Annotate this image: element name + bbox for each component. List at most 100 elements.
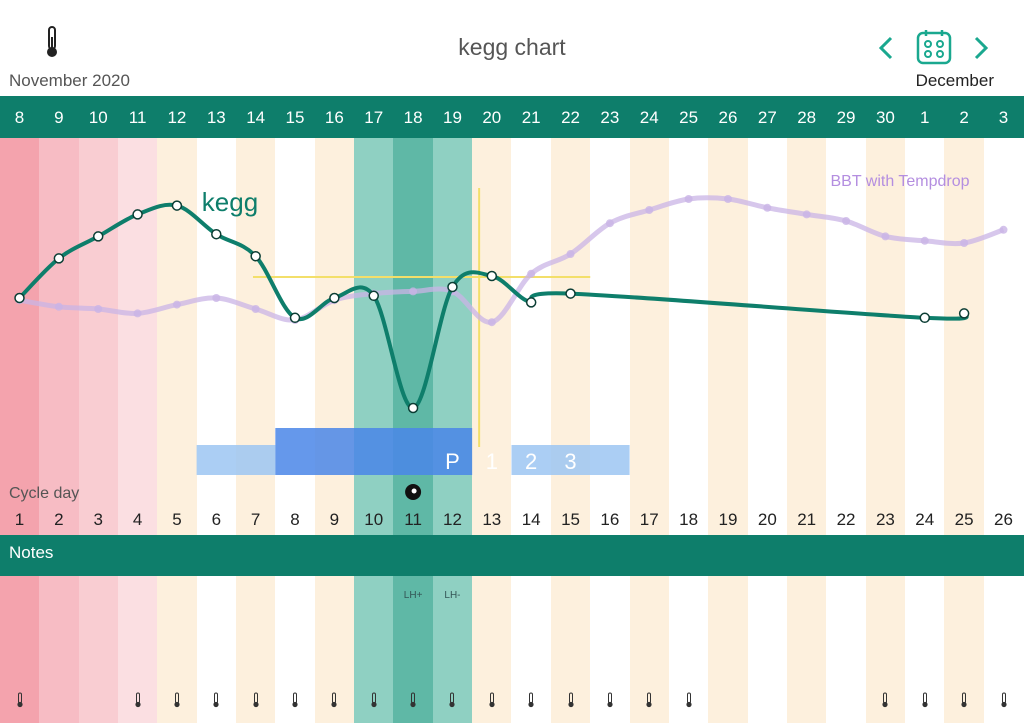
date-label[interactable]: 29: [836, 108, 856, 127]
day-band: [39, 576, 79, 723]
kegg-point: [53, 253, 65, 264]
date-label[interactable]: 2: [959, 108, 969, 127]
bbt-point: [251, 305, 260, 313]
kegg-point: [486, 270, 498, 282]
thermometer-icon[interactable]: [526, 692, 536, 708]
calendar-icon[interactable]: [916, 29, 952, 65]
thermometer-icon[interactable]: [999, 692, 1009, 708]
bbt-point: [684, 195, 693, 203]
bbt-point: [960, 239, 969, 247]
thermometer-icon[interactable]: [329, 692, 339, 708]
chevron-right-icon[interactable]: [972, 36, 990, 60]
date-label[interactable]: 21: [521, 108, 541, 127]
thermometer-icon[interactable]: [684, 692, 694, 708]
date-label[interactable]: 9: [54, 108, 64, 127]
notes-area[interactable]: LH+ LH-: [0, 576, 1024, 723]
date-label[interactable]: 20: [482, 108, 502, 127]
date-label[interactable]: 30: [875, 108, 895, 127]
thermometer-icon[interactable]: [880, 692, 890, 708]
date-label[interactable]: 3: [998, 108, 1009, 127]
date-label[interactable]: 1: [920, 108, 930, 127]
day-band: [550, 576, 591, 723]
lh-test-note[interactable]: LH+: [403, 590, 423, 601]
day-band: [865, 138, 906, 535]
date-label[interactable]: 14: [246, 108, 266, 127]
month-label-left: November 2020: [9, 71, 130, 90]
date-label[interactable]: 11: [128, 108, 147, 127]
chevron-left-icon[interactable]: [877, 36, 895, 60]
date-label[interactable]: 25: [679, 108, 699, 127]
date-label[interactable]: 22: [561, 108, 580, 127]
thermometer-icon[interactable]: [447, 692, 457, 708]
day-band: [511, 576, 551, 723]
date-label[interactable]: 19: [442, 108, 462, 127]
kegg-point: [250, 250, 261, 262]
day-band: [708, 138, 748, 535]
day-band: [157, 576, 197, 723]
day-band: [905, 138, 945, 535]
day-band: [826, 138, 866, 535]
date-label[interactable]: 10: [88, 108, 108, 127]
thermometer-icon[interactable]: [644, 692, 654, 708]
kegg-point: [14, 292, 25, 304]
lh-test-note[interactable]: LH-: [444, 590, 461, 601]
kegg-point: [525, 297, 537, 308]
date-label[interactable]: 18: [403, 108, 423, 127]
date-label[interactable]: 24: [639, 108, 659, 127]
date-label[interactable]: 28: [797, 108, 817, 127]
thermometer-icon[interactable]: [15, 692, 25, 708]
date-label[interactable]: 26: [718, 108, 738, 127]
bbt-point: [409, 287, 418, 296]
day-band: [590, 576, 630, 723]
thermometer-icon[interactable]: [43, 25, 61, 59]
day-band: [393, 576, 433, 723]
bbt-point: [212, 294, 221, 302]
cycle-day-number: 5: [172, 510, 182, 529]
fertile-window-label: 3: [564, 449, 576, 474]
thermometer-icon[interactable]: [920, 692, 930, 708]
thermometer-icon[interactable]: [605, 692, 615, 708]
thermometer-icon[interactable]: [251, 692, 261, 708]
thermometer-icon[interactable]: [369, 692, 379, 708]
thermometer-icon[interactable]: [172, 692, 182, 708]
post-ovulation-bar: [511, 445, 630, 475]
date-label[interactable]: 27: [757, 108, 777, 127]
day-band: [0, 138, 40, 535]
date-label[interactable]: 15: [285, 108, 305, 127]
date-label[interactable]: 13: [206, 108, 226, 127]
date-label[interactable]: 17: [364, 108, 384, 127]
day-band: [78, 576, 118, 723]
cycle-day-number: 11: [404, 510, 422, 529]
page-title: kegg chart: [458, 34, 566, 60]
cycle-day-number: 4: [132, 510, 143, 529]
day-band: [117, 576, 158, 723]
thermometer-icon[interactable]: [959, 692, 969, 708]
date-label[interactable]: 12: [167, 108, 187, 127]
date-label[interactable]: 16: [324, 108, 344, 127]
day-band: [708, 576, 748, 723]
day-band: [944, 138, 984, 535]
thermometer-icon[interactable]: [211, 692, 221, 708]
bbt-point: [605, 219, 614, 228]
thermometer-icon[interactable]: [133, 692, 143, 708]
date-label[interactable]: 8: [14, 108, 25, 127]
cycle-day-number: 20: [757, 510, 777, 529]
kegg-point: [407, 402, 419, 414]
day-band: [0, 576, 40, 723]
thermometer-icon[interactable]: [487, 692, 497, 708]
thermometer-icon[interactable]: [566, 692, 576, 708]
date-label[interactable]: 23: [600, 108, 620, 127]
cycle-day-number: 12: [442, 510, 462, 529]
bbt-point: [999, 225, 1008, 234]
bbt-point: [133, 309, 142, 318]
notes-bar[interactable]: Notes: [0, 535, 1024, 576]
cycle-day-number: 16: [600, 510, 620, 529]
day-bands: [0, 138, 1024, 535]
notes-day-bands: [0, 576, 1024, 723]
cycle-day-number: 25: [954, 510, 974, 529]
cycle-day-number: 15: [561, 510, 580, 529]
thermometer-icon[interactable]: [290, 692, 300, 708]
day-band: [235, 576, 276, 723]
thermometer-icon[interactable]: [408, 692, 418, 708]
